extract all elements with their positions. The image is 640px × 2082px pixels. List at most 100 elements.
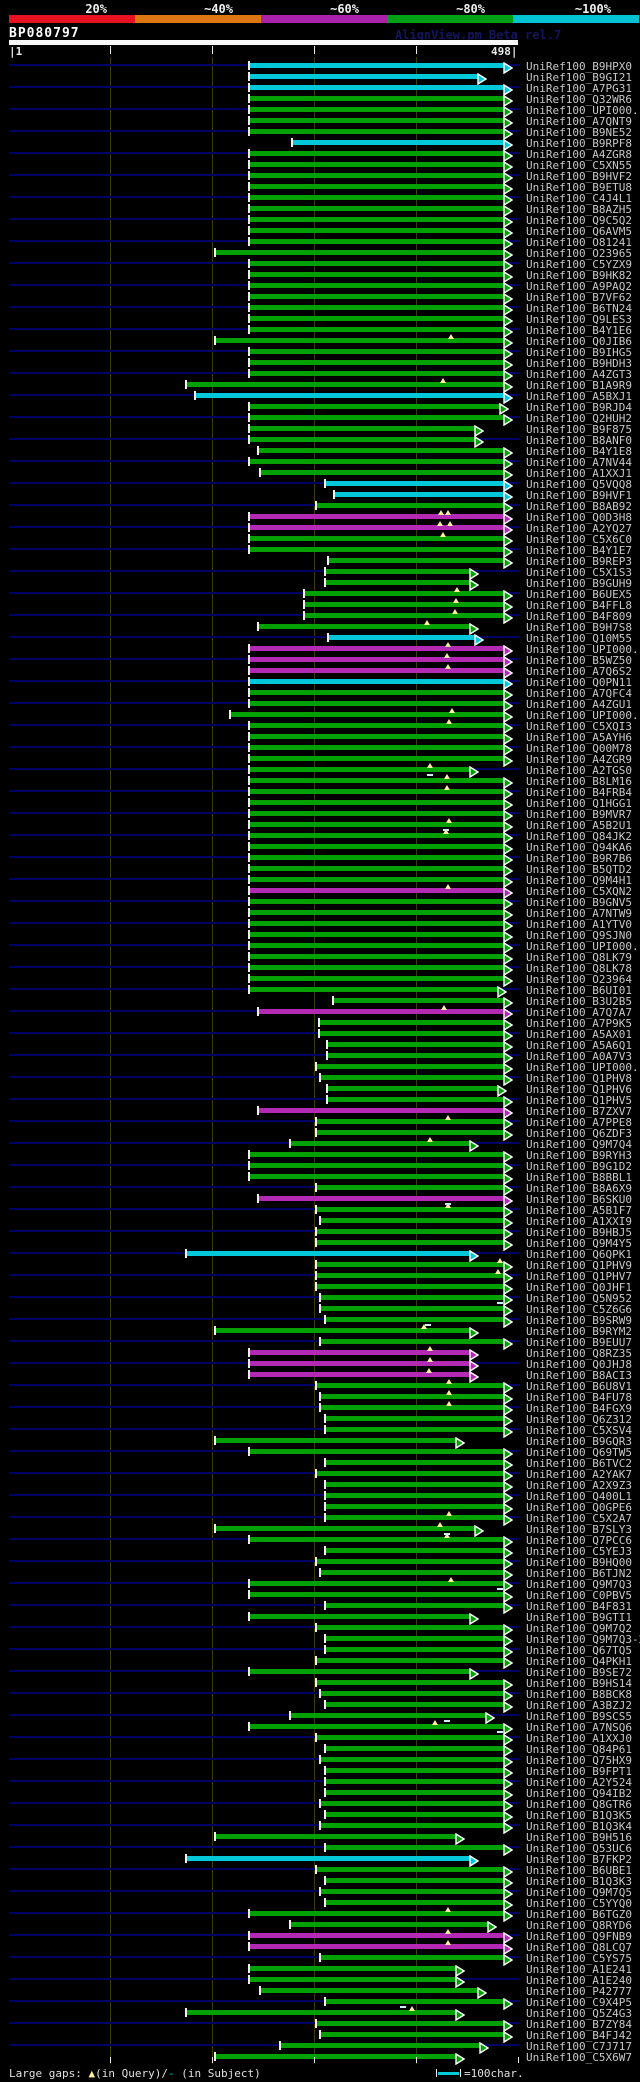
- subject-label[interactable]: UniRef100_B8LM16: [526, 775, 632, 788]
- subject-label[interactable]: UniRef100_Q1PHV6: [526, 1083, 632, 1096]
- subject-label[interactable]: UniRef100_Q1PHV7: [526, 1270, 632, 1283]
- alignment-bar[interactable]: [249, 1372, 471, 1377]
- alignment-bar[interactable]: [249, 976, 505, 981]
- alignment-bar[interactable]: [249, 1581, 505, 1586]
- alignment-bar[interactable]: [249, 173, 505, 178]
- subject-label[interactable]: UniRef100_Q0JHF1: [526, 1281, 632, 1294]
- alignment-bar[interactable]: [249, 723, 505, 728]
- alignment-bar[interactable]: [320, 1394, 505, 1399]
- alignment-bar[interactable]: [195, 393, 505, 398]
- subject-label[interactable]: UniRef100_B4FU78: [526, 1391, 632, 1404]
- alignment-bar[interactable]: [290, 1922, 489, 1927]
- subject-label[interactable]: UniRef100_A2YQ27: [526, 522, 632, 535]
- subject-label[interactable]: UniRef100_A5AX01: [526, 1028, 632, 1041]
- subject-label[interactable]: UniRef100_B9GTI1: [526, 1611, 632, 1624]
- subject-label[interactable]: UniRef100_C5XQI3: [526, 720, 632, 733]
- alignment-bar[interactable]: [215, 1328, 471, 1333]
- alignment-bar[interactable]: [249, 228, 505, 233]
- alignment-bar[interactable]: [327, 1097, 505, 1102]
- subject-label[interactable]: UniRef100_O23964: [526, 973, 632, 986]
- subject-label[interactable]: UniRef100_B1A9R9: [526, 379, 632, 392]
- subject-label[interactable]: UniRef100_B6TGZ0: [526, 1908, 632, 1921]
- alignment-bar[interactable]: [249, 965, 505, 970]
- alignment-bar[interactable]: [325, 1427, 505, 1432]
- subject-label[interactable]: UniRef100_B8ACI3: [526, 1369, 632, 1382]
- alignment-bar[interactable]: [325, 1768, 505, 1773]
- alignment-bar[interactable]: [249, 679, 505, 684]
- alignment-bar[interactable]: [327, 1053, 505, 1058]
- alignment-bar[interactable]: [290, 1713, 487, 1718]
- subject-label[interactable]: UniRef100_B4FJ42: [526, 2029, 632, 2042]
- alignment-bar[interactable]: [258, 624, 471, 629]
- subject-label[interactable]: UniRef100_B9RYM2: [526, 1325, 632, 1338]
- subject-label[interactable]: UniRef100_B3U2B5: [526, 995, 632, 1008]
- alignment-bar[interactable]: [249, 1350, 471, 1355]
- alignment-bar[interactable]: [320, 1295, 505, 1300]
- alignment-bar[interactable]: [320, 1339, 505, 1344]
- subject-label[interactable]: UniRef100_B9SRW9: [526, 1314, 632, 1327]
- subject-label[interactable]: UniRef100_B9RJD4: [526, 401, 632, 414]
- alignment-bar[interactable]: [258, 1009, 505, 1014]
- subject-label[interactable]: UniRef100_A1E241: [526, 1963, 632, 1976]
- subject-label[interactable]: UniRef100_B8A6X9: [526, 1182, 632, 1195]
- alignment-bar[interactable]: [325, 1746, 505, 1751]
- subject-label[interactable]: UniRef100_C5XN55: [526, 159, 632, 172]
- subject-label[interactable]: UniRef100_B1Q3K3: [526, 1875, 632, 1888]
- alignment-bar[interactable]: [249, 910, 505, 915]
- alignment-bar[interactable]: [249, 734, 505, 739]
- subject-label[interactable]: UniRef100_Q75HX9: [526, 1754, 632, 1767]
- alignment-bar[interactable]: [249, 316, 505, 321]
- subject-label[interactable]: UniRef100_B9GUH9: [526, 577, 632, 590]
- alignment-bar[interactable]: [249, 1966, 457, 1971]
- alignment-bar[interactable]: [325, 1702, 505, 1707]
- alignment-bar[interactable]: [215, 1834, 457, 1839]
- subject-label[interactable]: UniRef100_B9REP3: [526, 555, 632, 568]
- alignment-bar[interactable]: [186, 2010, 457, 2015]
- subject-label[interactable]: UniRef100_Q5VQQ8: [526, 478, 632, 491]
- alignment-bar[interactable]: [249, 1977, 457, 1982]
- subject-label[interactable]: UniRef100_Q4PKH1: [526, 1655, 632, 1668]
- alignment-bar[interactable]: [249, 789, 505, 794]
- alignment-bar[interactable]: [316, 1207, 505, 1212]
- alignment-bar[interactable]: [325, 1317, 505, 1322]
- alignment-bar[interactable]: [320, 1405, 505, 1410]
- alignment-bar[interactable]: [290, 1141, 471, 1146]
- subject-label[interactable]: UniRef100_A5B2U1: [526, 819, 632, 832]
- subject-label[interactable]: UniRef100_Q9M7Q3: [526, 1578, 632, 1591]
- subject-label[interactable]: UniRef100_Q8LCQ7: [526, 1941, 632, 1954]
- alignment-bar[interactable]: [249, 206, 505, 211]
- alignment-bar[interactable]: [249, 85, 505, 90]
- subject-label[interactable]: UniRef100_B9GQR3: [526, 1435, 632, 1448]
- subject-label[interactable]: UniRef100_C5YS75: [526, 1952, 632, 1965]
- subject-label[interactable]: UniRef100_Q94KA6: [526, 841, 632, 854]
- alignment-bar[interactable]: [249, 261, 505, 266]
- subject-label[interactable]: UniRef100_Q0GPE6: [526, 1501, 632, 1514]
- subject-label[interactable]: UniRef100_C5X2A7: [526, 1512, 632, 1525]
- subject-label[interactable]: UniRef100_B9H7S8: [526, 621, 632, 634]
- alignment-bar[interactable]: [186, 1856, 471, 1861]
- alignment-bar[interactable]: [320, 1889, 505, 1894]
- alignment-bar[interactable]: [249, 415, 505, 420]
- subject-label[interactable]: UniRef100_Q32WR6: [526, 93, 632, 106]
- subject-label[interactable]: UniRef100_B9HQ00: [526, 1556, 632, 1569]
- alignment-bar[interactable]: [316, 1471, 505, 1476]
- subject-label[interactable]: UniRef100_Q8GTR6: [526, 1798, 632, 1811]
- subject-label[interactable]: UniRef100_C5X6W7: [526, 2051, 632, 2064]
- subject-label[interactable]: UniRef100_A7NSQ6: [526, 1721, 632, 1734]
- alignment-bar[interactable]: [325, 1515, 505, 1520]
- alignment-bar[interactable]: [325, 1636, 505, 1641]
- subject-label[interactable]: UniRef100_B4F809: [526, 610, 632, 623]
- subject-label[interactable]: UniRef100_B8AZH5: [526, 203, 632, 216]
- subject-label[interactable]: UniRef100_B7FKP2: [526, 1853, 632, 1866]
- alignment-bar[interactable]: [249, 866, 505, 871]
- alignment-bar[interactable]: [249, 1614, 471, 1619]
- subject-label[interactable]: UniRef100_A2YAK7: [526, 1468, 632, 1481]
- subject-label[interactable]: UniRef100_A4ZGT3: [526, 368, 632, 381]
- subject-label[interactable]: UniRef100_B9HK82: [526, 269, 632, 282]
- subject-label[interactable]: UniRef100_Q0JIB6: [526, 335, 632, 348]
- subject-label[interactable]: UniRef100_B8ANF0: [526, 434, 632, 447]
- subject-label[interactable]: UniRef100_B7SLY3: [526, 1523, 632, 1536]
- subject-label[interactable]: UniRef100_A1XXJ0: [526, 1732, 632, 1745]
- alignment-bar[interactable]: [316, 1273, 505, 1278]
- subject-label[interactable]: UniRef100_B8AB92: [526, 500, 632, 513]
